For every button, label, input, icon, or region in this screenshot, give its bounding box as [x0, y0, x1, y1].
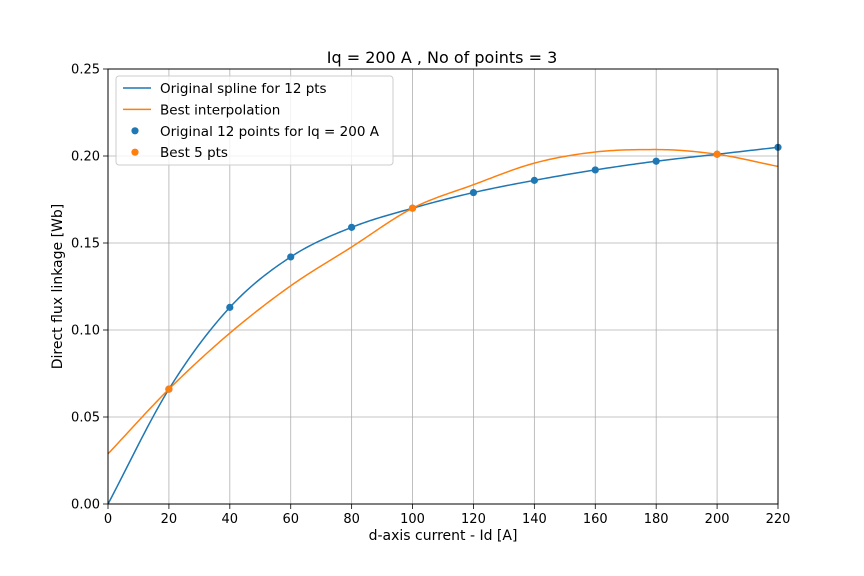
- y-tick-label: 0.10: [71, 324, 100, 339]
- best-point: [408, 204, 417, 212]
- x-tick-label: 140: [522, 512, 547, 527]
- original-point: [530, 176, 538, 184]
- x-tick-label: 20: [161, 512, 178, 527]
- x-tick-label: 40: [222, 512, 239, 527]
- y-tick-label: 0.20: [71, 150, 100, 165]
- x-tick-label: 200: [705, 512, 730, 527]
- best-point: [165, 385, 173, 393]
- y-tick-label: 0.25: [71, 63, 100, 78]
- legend: Original spline for 12 pts Best interpola…: [115, 75, 394, 166]
- plot-frame: [107, 68, 779, 505]
- legend-label: Best 5 pts: [160, 145, 228, 161]
- legend-label: Best interpolation: [160, 102, 280, 118]
- original-point: [348, 223, 356, 231]
- legend-frame: [115, 75, 394, 166]
- series-line-best-interpolation: [108, 148, 778, 455]
- legend-label: Original spline for 12 pts: [160, 81, 327, 97]
- x-axis-label: d-axis current - Id [A]: [369, 528, 518, 544]
- y-axis-label: Direct flux linkage [Wb]: [50, 204, 66, 370]
- legend-label: Original 12 points for Iq = 200 A: [160, 124, 380, 140]
- legend-marker-swatch: [131, 148, 139, 156]
- best-point: [713, 150, 721, 158]
- x-tick-label: 100: [400, 512, 425, 527]
- x-tick-label: 60: [282, 512, 299, 527]
- x-tick-label: 80: [343, 512, 360, 527]
- legend-marker-swatch: [131, 127, 139, 135]
- series-layer: [108, 143, 782, 504]
- x-tick-label: 180: [644, 512, 669, 527]
- x-tick-label: 160: [583, 512, 608, 527]
- original-point: [652, 157, 660, 165]
- x-tick-label: 220: [766, 512, 791, 527]
- y-tick-label: 0.15: [71, 237, 100, 252]
- x-tick-label: 0: [104, 512, 112, 527]
- y-tick-label: 0.00: [71, 498, 100, 513]
- original-point: [287, 253, 295, 261]
- ticks: 0 20 40 60 80 100 120 140 160 180 200 220 0.00 0.05 0.…: [71, 63, 790, 528]
- series-line-original-spline: [108, 146, 778, 504]
- chart-title: Iq = 200 A , No of points = 3: [327, 48, 558, 67]
- original-point: [469, 188, 478, 197]
- x-tick-label: 120: [461, 512, 486, 527]
- original-point: [226, 303, 234, 311]
- original-point: [591, 166, 599, 174]
- y-tick-label: 0.05: [71, 411, 100, 426]
